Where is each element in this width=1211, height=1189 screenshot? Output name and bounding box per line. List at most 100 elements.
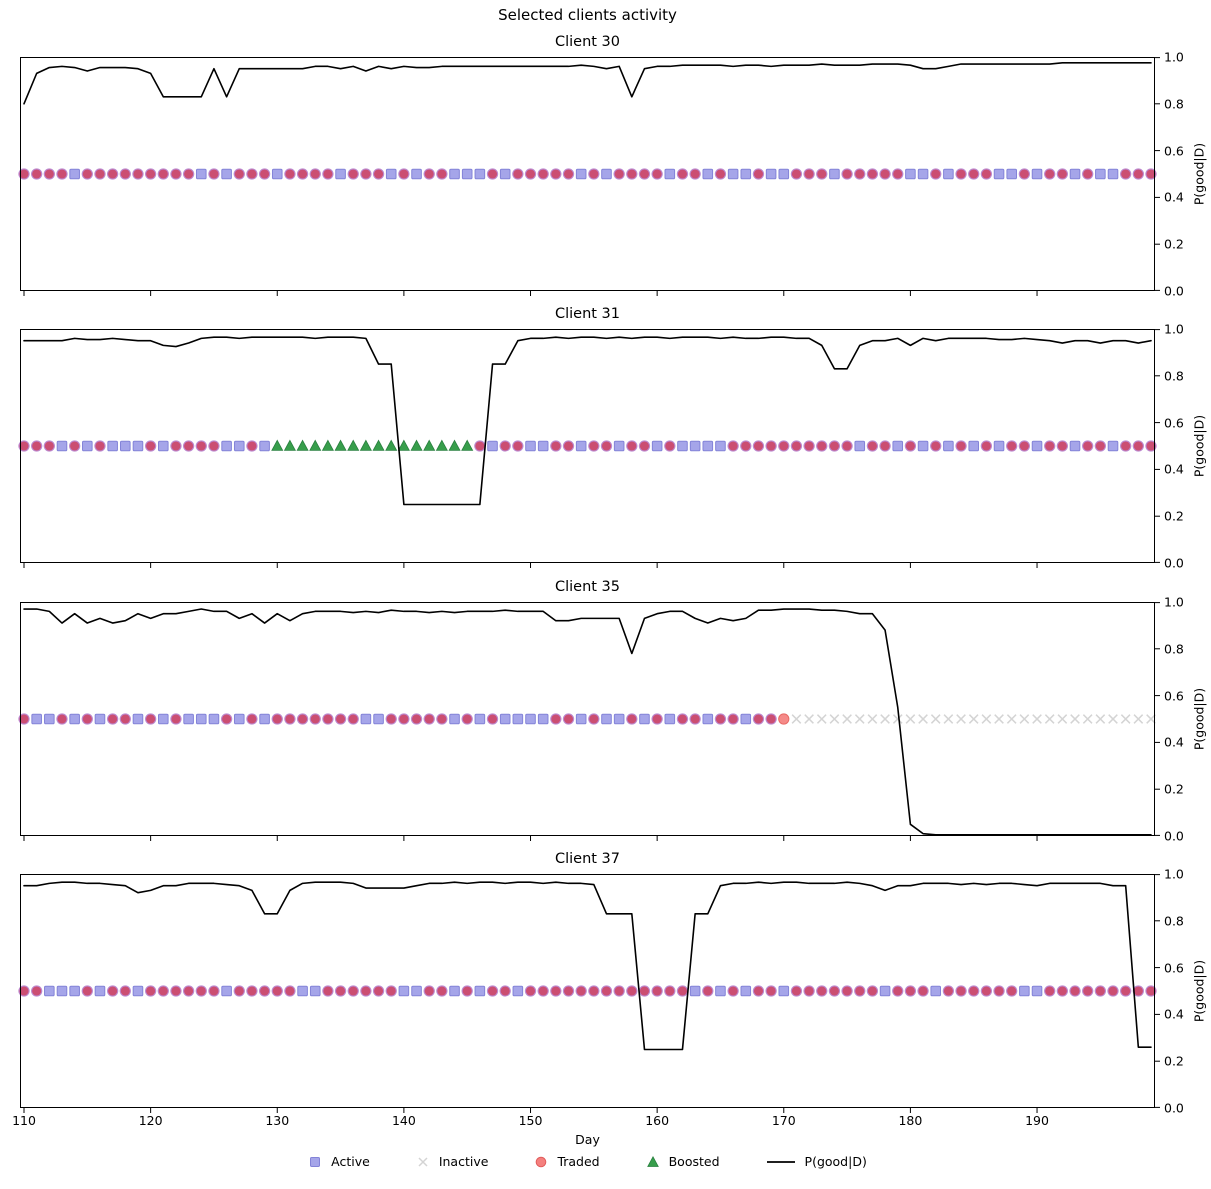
active-marker <box>525 440 536 452</box>
traded-marker <box>904 440 917 452</box>
p-good-line <box>23 608 1152 836</box>
y-tick-label: 0.6 <box>1164 688 1184 704</box>
active-marker <box>411 168 422 180</box>
active-marker <box>474 168 486 180</box>
active-marker <box>930 985 942 997</box>
y-tick-label: 1.0 <box>1164 594 1184 610</box>
active-marker <box>1095 168 1106 180</box>
inactive-legend-icon <box>418 1156 428 1167</box>
traded-marker <box>778 440 790 452</box>
active-marker <box>740 168 752 180</box>
traded-marker <box>917 985 929 997</box>
traded-marker <box>626 440 638 452</box>
inactive-marker <box>918 714 928 724</box>
traded-marker <box>486 168 499 180</box>
active-marker <box>1019 985 1030 997</box>
inactive-marker <box>1006 714 1017 724</box>
inactive-marker <box>1070 714 1080 724</box>
traded-marker <box>524 168 537 180</box>
active-marker <box>601 713 612 725</box>
traded-marker <box>81 713 93 725</box>
x-axis-title: Day <box>575 1132 600 1147</box>
traded-marker <box>322 985 334 997</box>
x-tick-label: 160 <box>645 1113 670 1128</box>
active-legend-icon <box>310 1156 321 1167</box>
traded-marker <box>841 985 853 997</box>
traded-marker <box>182 985 195 997</box>
active-marker <box>208 713 220 725</box>
active-marker <box>385 168 397 180</box>
traded-marker <box>220 713 233 725</box>
inactive-marker <box>791 714 802 724</box>
traded-marker <box>968 985 980 997</box>
traded-marker <box>1056 440 1069 452</box>
traded-marker <box>69 440 81 452</box>
active-marker <box>373 713 384 725</box>
traded-marker <box>904 985 917 997</box>
traded-marker <box>119 168 131 180</box>
traded-marker <box>803 985 815 997</box>
y-tick-label: 0.4 <box>1164 1006 1184 1022</box>
traded-marker <box>613 985 625 997</box>
inactive-marker <box>1019 714 1030 724</box>
traded-marker <box>347 985 359 997</box>
traded-marker <box>106 713 119 725</box>
inactive-marker <box>930 714 941 724</box>
inactive-marker <box>1082 714 1093 724</box>
y-tick-label: 0.6 <box>1164 143 1184 159</box>
active-marker <box>499 168 511 180</box>
traded-marker <box>398 713 410 725</box>
traded-marker <box>828 985 841 997</box>
plot-border <box>20 57 1155 291</box>
traded-marker <box>651 713 663 725</box>
traded-marker <box>740 440 752 452</box>
traded-marker <box>347 168 359 180</box>
y-tick-label: 0.6 <box>1164 960 1184 976</box>
traded-marker <box>499 440 511 452</box>
traded-marker <box>347 713 359 725</box>
traded-marker <box>423 713 435 725</box>
traded-marker <box>752 985 765 997</box>
active-marker <box>233 440 245 452</box>
traded-marker <box>1145 168 1157 180</box>
boosted-marker <box>448 439 461 451</box>
traded-marker <box>144 713 157 725</box>
traded-marker <box>1094 985 1106 997</box>
active-marker <box>411 985 422 997</box>
subplot-title-client-30: Client 30 <box>554 34 621 50</box>
traded-marker <box>144 985 157 997</box>
active-marker <box>1031 168 1043 180</box>
y-tick-label: 0.0 <box>1164 1100 1184 1116</box>
traded-marker <box>258 985 271 997</box>
active-marker <box>1107 440 1119 452</box>
traded-marker <box>246 985 258 997</box>
subplot-title-client-31: Client 31 <box>554 306 621 322</box>
active-marker <box>537 440 549 452</box>
traded-marker <box>765 985 777 997</box>
traded-marker <box>246 168 258 180</box>
traded-marker <box>854 168 866 180</box>
traded-marker <box>790 440 803 452</box>
active-marker <box>183 713 194 725</box>
active-marker <box>195 713 207 725</box>
traded-marker <box>360 168 372 180</box>
y-tick-label: 0.8 <box>1164 913 1184 929</box>
y-tick-label: 0.4 <box>1164 734 1184 750</box>
y-axis-label: P(good|D) <box>1191 687 1207 751</box>
x-tick-label: 190 <box>1025 1113 1049 1128</box>
plot-client-31 <box>18 329 1160 568</box>
traded-marker <box>841 440 853 452</box>
active-marker <box>778 168 790 180</box>
active-marker <box>82 440 93 452</box>
active-marker <box>715 440 726 452</box>
traded-marker <box>246 440 258 452</box>
active-marker <box>157 440 169 452</box>
traded-marker <box>372 168 385 180</box>
active-marker <box>651 440 663 452</box>
boosted-marker <box>309 439 322 451</box>
traded-marker <box>512 440 524 452</box>
traded-marker <box>486 713 499 725</box>
traded-marker <box>752 713 765 725</box>
traded-marker <box>816 440 828 452</box>
traded-marker <box>461 985 473 997</box>
